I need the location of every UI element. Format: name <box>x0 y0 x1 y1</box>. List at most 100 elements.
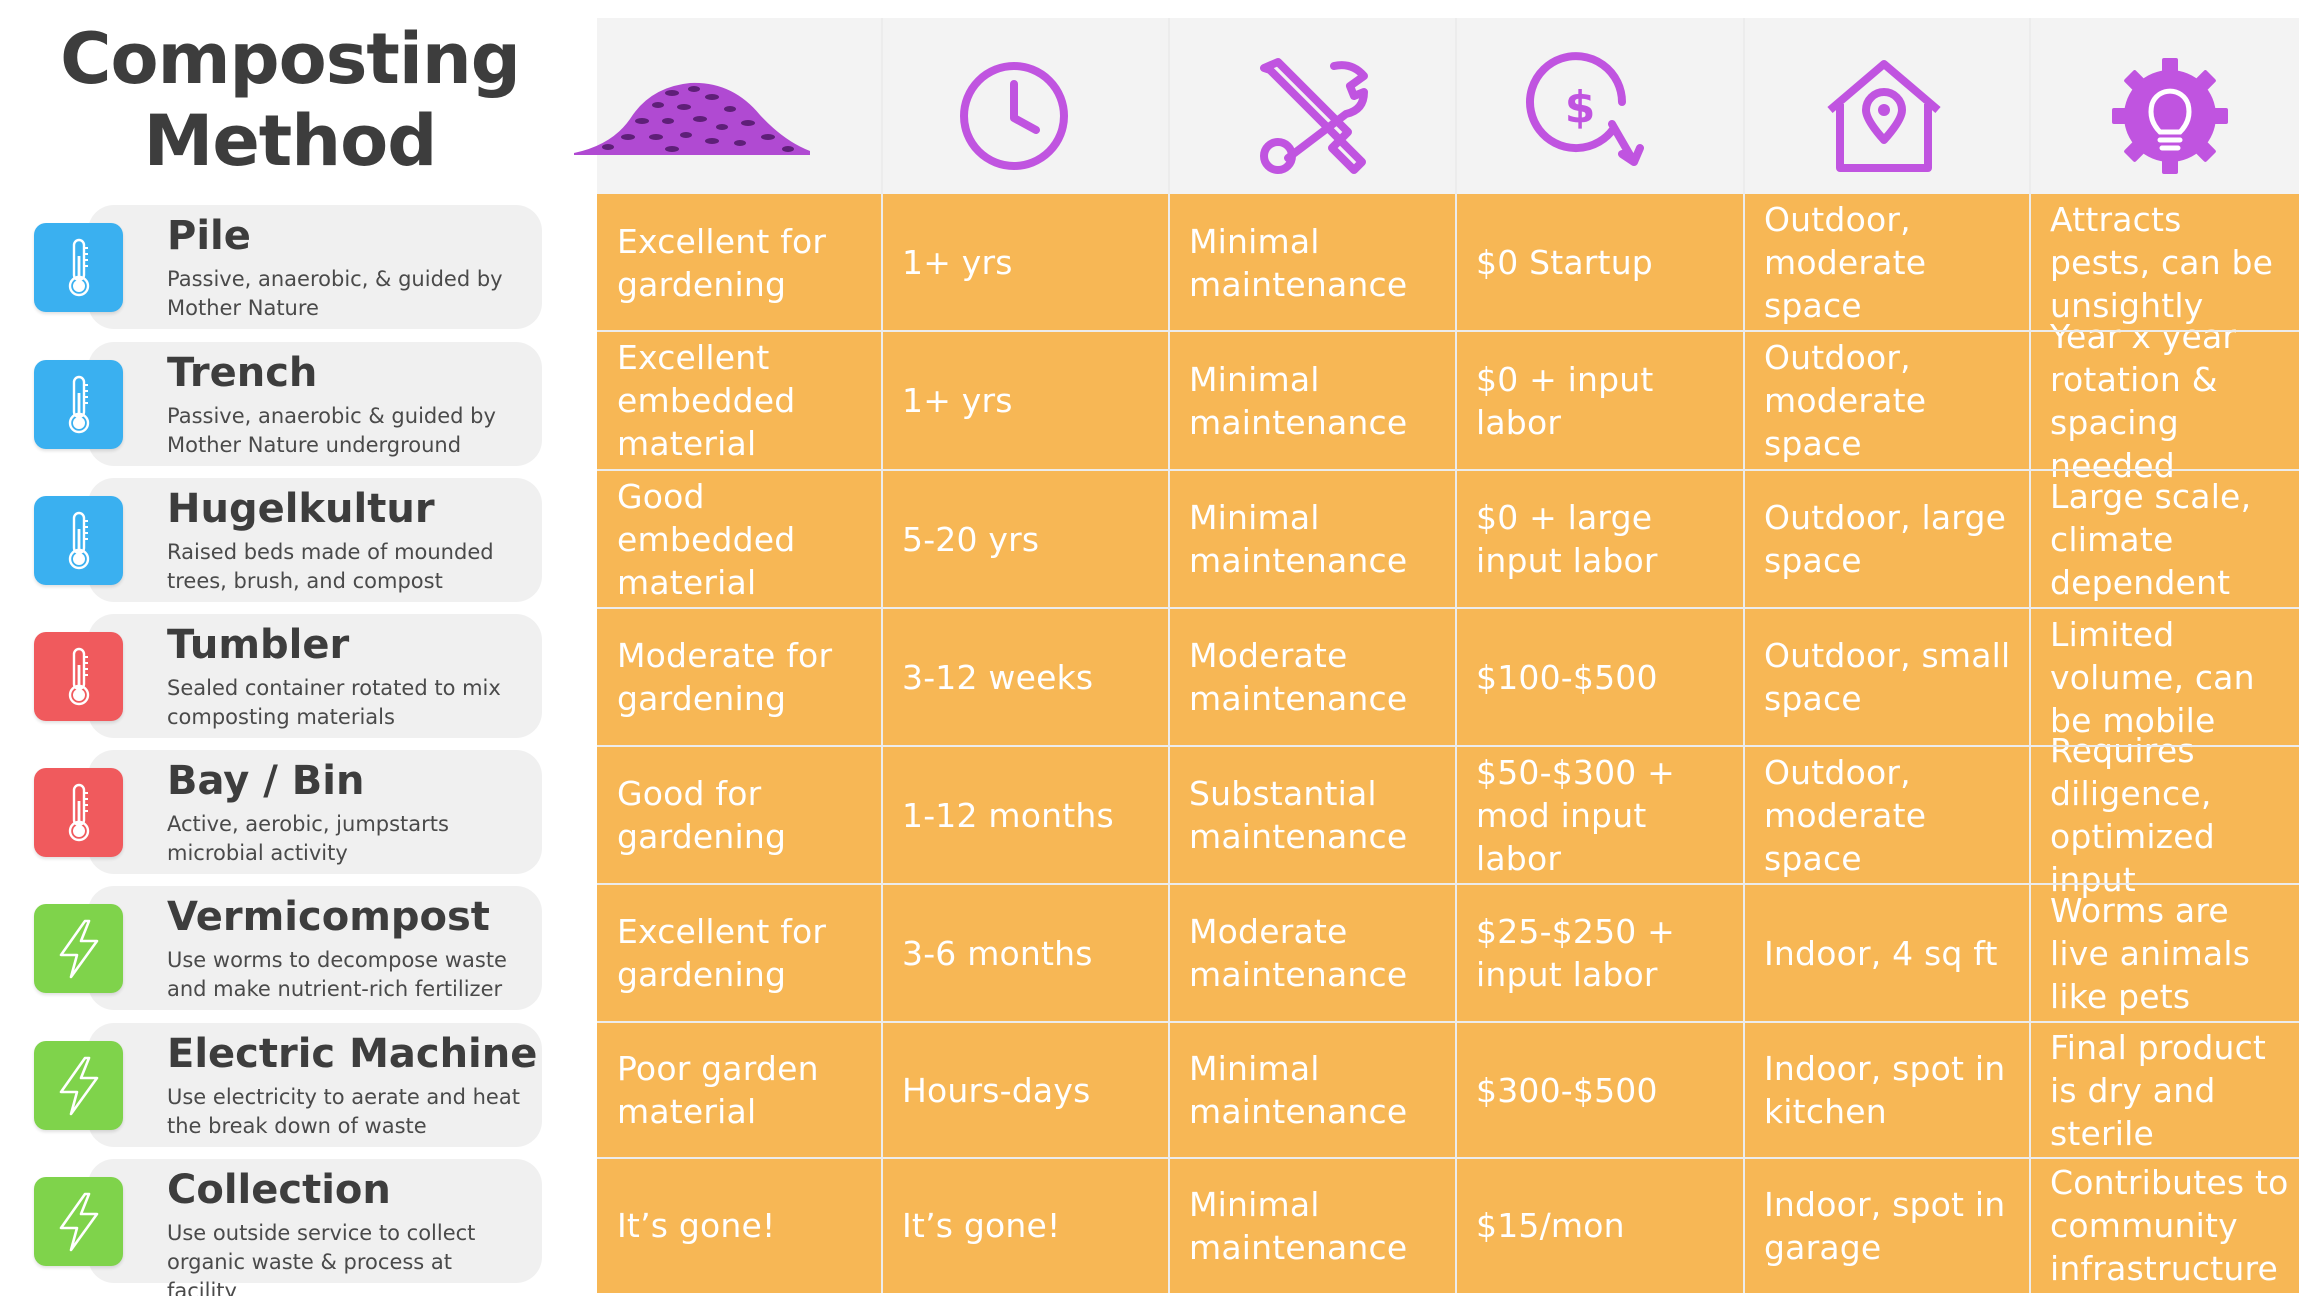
table-cell: Moderate maintenance <box>1189 636 1408 718</box>
table-cell: Minimal maintenance <box>1189 221 1408 304</box>
table-cell: Good for gardening <box>617 774 787 856</box>
table-cell: Indoor, spot in kitchen <box>1764 1049 2006 1131</box>
table-cell: Worms are live animals like pets <box>2050 890 2251 1016</box>
table-cell: Limited volume, can be mobile <box>2050 614 2255 740</box>
method-description: Use worms to decompose waste and make nu… <box>167 948 507 1001</box>
method-name: Vermicompost <box>167 894 490 940</box>
tools-icon <box>1247 56 1377 176</box>
table-cell: $25-$250 + input labor <box>1476 912 1676 994</box>
compost-pile-icon <box>574 56 810 176</box>
method-description: Active, aerobic, jumpstarts microbial ac… <box>167 812 449 865</box>
method-card: Bay / Bin Active, aerobic, jumpstarts mic… <box>34 750 542 874</box>
method-description: Sealed container rotated to mix composti… <box>167 676 501 729</box>
table-cell: Minimal maintenance <box>1189 498 1408 580</box>
table-cell: Final product is dry and sterile <box>2050 1027 2267 1153</box>
table-cell: Hours-days <box>902 1070 1091 1110</box>
method-description: Use electricity to aerate and heat the b… <box>167 1085 520 1138</box>
table-cell: Minimal maintenance <box>1189 1184 1408 1267</box>
table-cell: $15/mon <box>1476 1206 1625 1245</box>
lightning-icon <box>34 904 123 993</box>
column-divider <box>1455 18 1457 1293</box>
row-divider <box>597 607 2299 609</box>
row-divider <box>597 745 2299 747</box>
thermometer-icon <box>34 360 123 449</box>
table-cell: 1-12 months <box>902 795 1114 835</box>
table-header: $ <box>574 18 2299 194</box>
table-cell: Excellent embedded material <box>617 338 796 463</box>
method-name: Bay / Bin <box>167 758 365 804</box>
method-card: Tumbler Sealed container rotated to mix … <box>34 614 542 738</box>
thermometer-icon <box>34 632 123 721</box>
page-title: Composting Method <box>40 18 540 182</box>
table-cell: Good embedded material <box>617 476 796 602</box>
table-cell: Outdoor, moderate space <box>1764 200 1927 325</box>
table-cell: Outdoor, large space <box>1764 498 2007 580</box>
lightning-icon <box>34 1177 123 1266</box>
svg-text:$: $ <box>1565 82 1596 133</box>
row-divider <box>597 330 2299 332</box>
table-cell: Moderate for gardening <box>617 636 833 718</box>
method-description: Passive, anaerobic & guided by Mother Na… <box>167 404 496 457</box>
column-divider <box>1743 18 1745 1293</box>
table-cell: It’s gone! <box>617 1206 776 1245</box>
thermometer-icon <box>34 223 123 312</box>
table-cell: 3-12 weeks <box>902 657 1094 697</box>
method-name: Tumbler <box>167 622 350 668</box>
row-divider <box>597 883 2299 885</box>
table-cell: Outdoor, moderate space <box>1764 338 1927 463</box>
table-cell: Indoor, spot in garage <box>1764 1184 2006 1267</box>
method-card: Trench Passive, anaerobic & guided by Mot… <box>34 342 542 466</box>
column-divider <box>2029 18 2031 1293</box>
table-cell: $300-$500 <box>1476 1070 1658 1110</box>
row-divider <box>597 1157 2299 1159</box>
lightning-icon <box>34 1041 123 1130</box>
comparison-table: $ <box>574 18 2299 1293</box>
table-cell: $0 + large input labor <box>1476 498 1658 580</box>
cost-icon: $ <box>1526 52 1657 176</box>
method-card: Pile Passive, anaerobic, & guided by Moth… <box>34 205 542 329</box>
column-divider <box>1168 18 1170 1293</box>
table-cell: Substantial maintenance <box>1189 774 1408 856</box>
table-cell: Moderate maintenance <box>1189 912 1408 994</box>
method-description: Passive, anaerobic, & guided by Mother N… <box>167 267 503 320</box>
table-cell: Contributes to community infrastructure <box>2050 1163 2289 1288</box>
table-cell: $0 + input labor <box>1476 359 1654 442</box>
thermometer-icon <box>34 768 123 857</box>
table-cell: It’s gone! <box>902 1206 1061 1245</box>
clock-icon <box>949 56 1079 176</box>
page-title-line-1: Composting <box>60 18 521 100</box>
table-cell: Attracts pests, can be unsightly <box>2050 200 2274 325</box>
table-cell: Excellent for gardening <box>617 912 827 994</box>
table-cell: Poor garden material <box>617 1049 819 1131</box>
method-card: Collection Use outside service to collect… <box>34 1159 542 1296</box>
table-cell: Excellent for gardening <box>617 221 827 304</box>
table-cell: $0 Startup <box>1476 243 1653 282</box>
method-card: Electric Machine Use electricity to aerat… <box>34 1023 542 1147</box>
method-card: Vermicompost Use worms to decompose waste… <box>34 886 542 1010</box>
row-divider <box>597 469 2299 471</box>
table-cell: $100-$500 <box>1476 657 1658 697</box>
table-cell: Minimal maintenance <box>1189 359 1408 442</box>
table-cell: $50-$300 + mod input labor <box>1476 752 1676 878</box>
table-cell: 3-6 months <box>902 933 1093 973</box>
method-name: Collection <box>167 1167 391 1213</box>
table-cell: Large scale, climate dependent <box>2050 476 2252 602</box>
row-divider <box>597 1021 2299 1023</box>
method-description: Use outside service to collect organic w… <box>167 1221 476 1296</box>
thermometer-icon <box>34 496 123 585</box>
method-name: Hugelkultur <box>167 486 435 532</box>
method-name: Pile <box>167 213 251 259</box>
method-name: Electric Machine <box>167 1031 538 1077</box>
column-divider <box>881 18 883 1293</box>
location-house-icon <box>1819 56 1949 176</box>
method-name: Trench <box>167 350 318 396</box>
table-cell: Outdoor, small space <box>1764 636 2011 718</box>
table-cell: Requires diligence, optimized input <box>2050 731 2215 899</box>
page-title-line-2: Method <box>143 100 438 182</box>
idea-gear-icon <box>2105 56 2235 176</box>
table-cell: Indoor, 4 sq ft <box>1764 933 1998 973</box>
table-cell: 1+ yrs <box>902 381 1013 420</box>
table-cell: 5-20 yrs <box>902 519 1040 559</box>
method-description: Raised beds made of mounded trees, brush… <box>167 540 494 593</box>
table-cell: Minimal maintenance <box>1189 1049 1408 1131</box>
